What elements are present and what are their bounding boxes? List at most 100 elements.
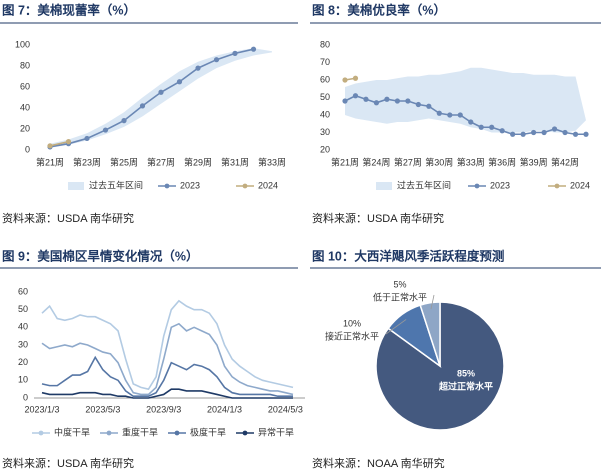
x-tick-label: 第23周	[73, 156, 101, 167]
x-tick-label: 第29周	[184, 156, 212, 167]
legend-swatch	[68, 182, 84, 190]
legend-marker	[174, 430, 180, 436]
slice-value-label: 10%	[343, 318, 361, 328]
y-tick-label: 50	[18, 304, 28, 314]
series-point	[415, 101, 421, 108]
slice-value-label: 85%	[457, 368, 475, 378]
legend-label: 2023	[490, 180, 510, 190]
x-tick-label: 第25周	[110, 156, 138, 167]
chart-title: 图 8：美棉优良率（%）	[312, 2, 446, 17]
x-tick-label: 第30周	[425, 156, 453, 167]
series-point	[394, 98, 400, 104]
y-tick-label: 30	[18, 339, 28, 349]
legend-label: 异常干旱	[258, 426, 294, 437]
series-line	[41, 299, 294, 391]
series-point	[478, 124, 484, 130]
x-tick-label: 第31周	[221, 156, 249, 167]
legend-marker	[242, 183, 248, 189]
series-point	[342, 77, 348, 83]
x-tick-label: 第33周	[258, 156, 286, 167]
series-point	[551, 126, 558, 132]
y-tick-label: 0	[25, 144, 30, 154]
series-point	[468, 119, 474, 125]
series-point	[510, 131, 516, 137]
legend-marker	[38, 430, 44, 436]
legend-marker	[106, 430, 112, 436]
y-tick-label: 20	[20, 123, 30, 133]
y-tick-label: 100	[15, 39, 30, 49]
slice-label: 接近正常水平	[325, 330, 379, 341]
x-tick-label: 2023/5/3	[85, 404, 120, 414]
y-tick-label: 40	[18, 322, 28, 332]
series-point	[572, 131, 579, 137]
series-point	[65, 139, 72, 145]
series-line	[41, 388, 293, 399]
series-point	[499, 128, 505, 134]
legend-marker	[554, 183, 560, 189]
x-tick-label: 2023/1/3	[24, 404, 59, 414]
y-tick-label: 60	[18, 286, 28, 296]
pie-slice	[419, 301, 441, 367]
series-point	[373, 100, 380, 106]
x-tick-label: 第39周	[520, 156, 548, 167]
y-tick-label: 80	[20, 60, 30, 70]
series-point	[47, 143, 53, 149]
series-point	[213, 57, 220, 63]
x-tick-label: 2024/1/3	[207, 404, 242, 414]
source: 资料来源：NOAA 南华研究	[312, 456, 445, 470]
band-area	[50, 48, 272, 148]
series-point	[531, 129, 537, 136]
y-tick-label: 70	[320, 57, 330, 67]
x-tick-label: 第24周	[362, 156, 390, 167]
x-tick-label: 第21周	[36, 156, 64, 167]
series-point	[342, 98, 348, 104]
y-tick-label: 60	[20, 81, 30, 91]
series-point	[384, 96, 390, 102]
y-tick-label: 20	[18, 357, 28, 367]
x-tick-label: 第21周	[331, 156, 359, 167]
legend-label: 2023	[180, 180, 200, 190]
series-point	[84, 135, 90, 142]
x-tick-label: 2023/9/3	[146, 404, 181, 414]
legend-label: 重度干旱	[122, 426, 158, 437]
series-point	[158, 89, 164, 95]
series-point	[541, 129, 547, 136]
y-tick-label: 40	[320, 109, 330, 119]
x-tick-label: 第33周	[457, 156, 485, 167]
chart-title: 图 7：美棉现蕾率（%）	[2, 2, 136, 17]
y-tick-label: 60	[320, 74, 330, 84]
legend-label: 2024	[570, 180, 590, 190]
y-tick-label: 10	[18, 375, 28, 385]
series-point	[520, 131, 526, 137]
chart-title: 图 9：美国棉区旱情变化情况（%）	[2, 248, 199, 263]
series-point	[457, 112, 463, 118]
series-point	[250, 46, 257, 52]
series-point	[426, 103, 432, 109]
legend-label: 极度干旱	[190, 426, 226, 437]
y-tick-label: 50	[320, 92, 330, 102]
y-tick-label: 0	[23, 392, 28, 402]
x-tick-label: 第27周	[394, 156, 422, 167]
x-tick-label: 第27周	[147, 156, 175, 167]
series-point	[447, 112, 453, 118]
x-tick-label: 第36周	[488, 156, 516, 167]
series-point	[195, 65, 201, 71]
pie-slice	[375, 301, 505, 431]
source: 资料来源：USDA 南华研究	[312, 211, 444, 225]
legend-label: 中度干旱	[54, 426, 90, 437]
series-point	[562, 129, 568, 136]
legend-marker	[474, 183, 480, 189]
series-point	[232, 50, 238, 57]
band-area	[345, 67, 586, 133]
series-point	[102, 127, 109, 133]
y-tick-label: 80	[320, 39, 330, 49]
legend-label: 过去五年区间	[397, 179, 451, 190]
legend-marker	[164, 183, 170, 189]
series-point	[139, 103, 146, 109]
slice-label: 低于正常水平	[373, 291, 427, 302]
series-line	[41, 355, 293, 398]
source: 资料来源：USDA 南华研究	[2, 456, 134, 470]
legend-label: 2024	[258, 180, 278, 190]
slice-value-label: 5%	[393, 279, 406, 289]
